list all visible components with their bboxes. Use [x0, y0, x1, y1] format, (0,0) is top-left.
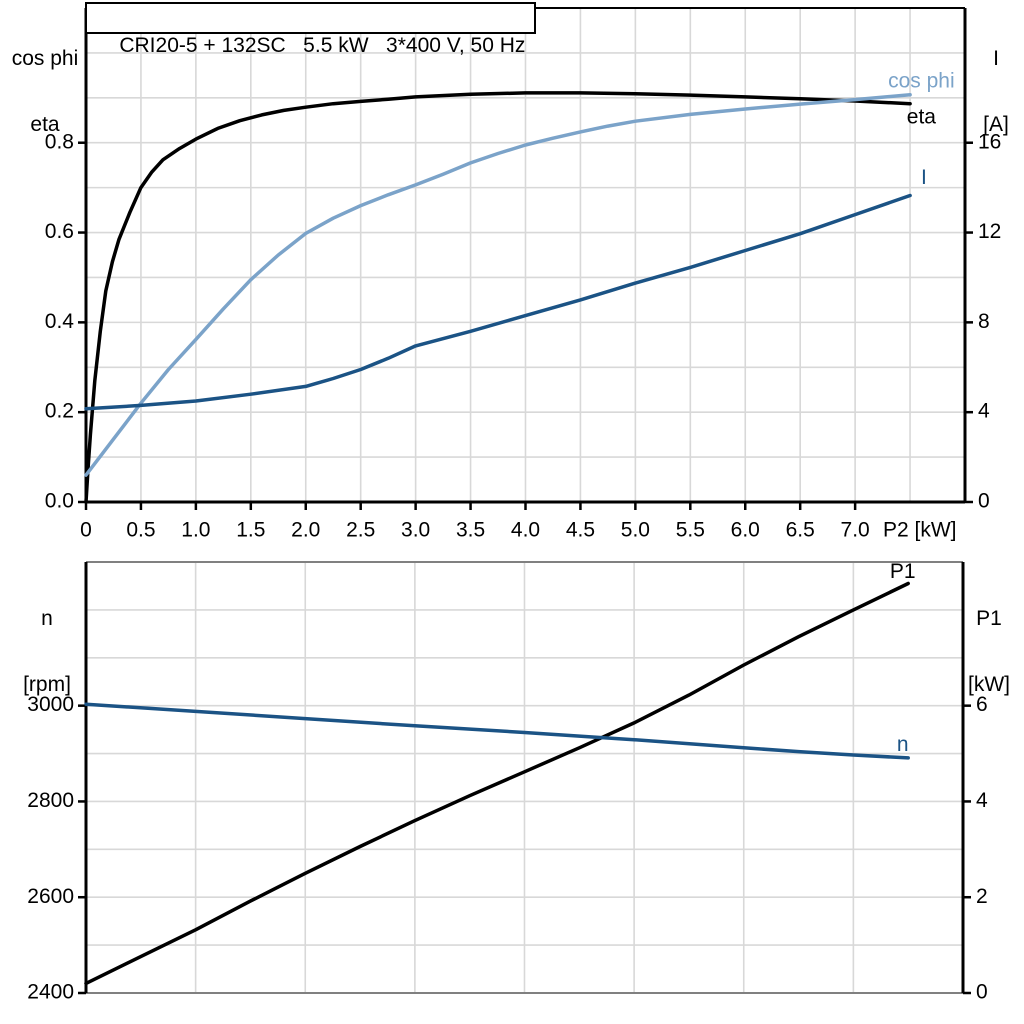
top-chart-x-tick-label: 1.5: [236, 519, 265, 542]
left-axis-label-line1: cos phi: [11, 47, 79, 70]
bottom-chart-left-tick-label: 2800: [27, 789, 74, 812]
bottom-chart-left-tick-label: 2400: [27, 981, 74, 1004]
top-right-axis-label: I [A]: [971, 4, 1021, 180]
speed-axis-label-line2: [rpm]: [23, 673, 71, 696]
bottom-chart-right-tick-label: 2: [976, 885, 988, 908]
n-curve-label: n: [897, 733, 909, 756]
top-chart-x-tick-label: 3.0: [401, 519, 430, 542]
bottom-chart-left-tick-label: 3000: [27, 693, 74, 716]
bottom-right-axis-label: P1 [kW]: [958, 564, 1020, 740]
top-chart-right-tick-label: 8: [978, 310, 990, 333]
top-chart-x-tick-label: 4.5: [566, 519, 595, 542]
power-axis-label-line1: P1: [976, 607, 1002, 630]
top-chart-right-tick-label: 12: [978, 220, 1001, 243]
top-chart-x-tick-label: 4.0: [511, 519, 540, 542]
cos-phi-curve-label: cos phi: [888, 70, 955, 93]
cos-phi-curve: [84, 92, 912, 477]
top-chart-x-tick-label: 0.5: [126, 519, 155, 542]
bottom-chart-left-tick-label: 2600: [27, 885, 74, 908]
I-curve-label: I: [921, 166, 927, 189]
chart-title: CRI20-5 + 132SC 5.5 kW 3*400 V, 50 Hz: [119, 34, 526, 57]
top-chart-x-tick-label: 3.5: [456, 519, 485, 542]
right-axis-label-line1: I: [993, 47, 999, 70]
top-chart-x-tick-label: 1.0: [181, 519, 210, 542]
I-curve: [84, 193, 912, 411]
top-chart-x-axis-unit-label: P2 [kW]: [883, 519, 957, 542]
right-axis-label-line2: [A]: [983, 113, 1009, 136]
bottom-chart-right-tick-label: 0: [976, 981, 988, 1004]
top-chart-right-tick-label: 0: [978, 490, 990, 513]
top-chart-x-tick-label: 5.5: [676, 519, 705, 542]
top-chart-left-tick-label: 0.6: [45, 220, 74, 243]
top-chart-left-tick-label: 0.4: [45, 310, 75, 333]
n-curve: [84, 702, 910, 760]
top-chart-x-tick-label: 2.0: [291, 519, 320, 542]
bottom-chart-right-tick-label: 4: [976, 789, 988, 812]
top-chart-right-tick-label: 4: [978, 400, 990, 423]
top-chart-left-tick-label: 0.8: [45, 130, 74, 153]
left-axis-label-line2: eta: [30, 113, 60, 136]
top-chart-left-tick-label: 0.2: [45, 400, 74, 423]
eta-curve: [84, 91, 912, 504]
chart-title-box: CRI20-5 + 132SC 5.5 kW 3*400 V, 50 Hz: [85, 2, 537, 57]
top-chart-x-tick-label: 0: [80, 519, 92, 542]
top-chart-left-tick-label: 0.0: [45, 490, 74, 513]
bottom-left-axis-label: n [rpm]: [8, 564, 86, 740]
top-chart-x-tick-label: 6.0: [731, 519, 760, 542]
top-chart-x-tick-label: 6.5: [786, 519, 815, 542]
power-axis-label-line2: [kW]: [968, 673, 1010, 696]
top-chart-x-tick-label: 2.5: [346, 519, 375, 542]
top-chart-x-tick-label: 5.0: [621, 519, 650, 542]
top-chart-x-tick-label: 7.0: [841, 519, 870, 542]
speed-axis-label-line1: n: [41, 607, 53, 630]
top-chart-right-tick-label: 16: [978, 130, 1001, 153]
top-left-axis-label: cos phi eta: [4, 4, 86, 180]
P1-curve-label: P1: [890, 560, 916, 583]
bottom-chart-right-tick-label: 6: [976, 693, 988, 716]
P1-curve: [84, 581, 910, 986]
eta-curve-label: eta: [907, 106, 937, 129]
